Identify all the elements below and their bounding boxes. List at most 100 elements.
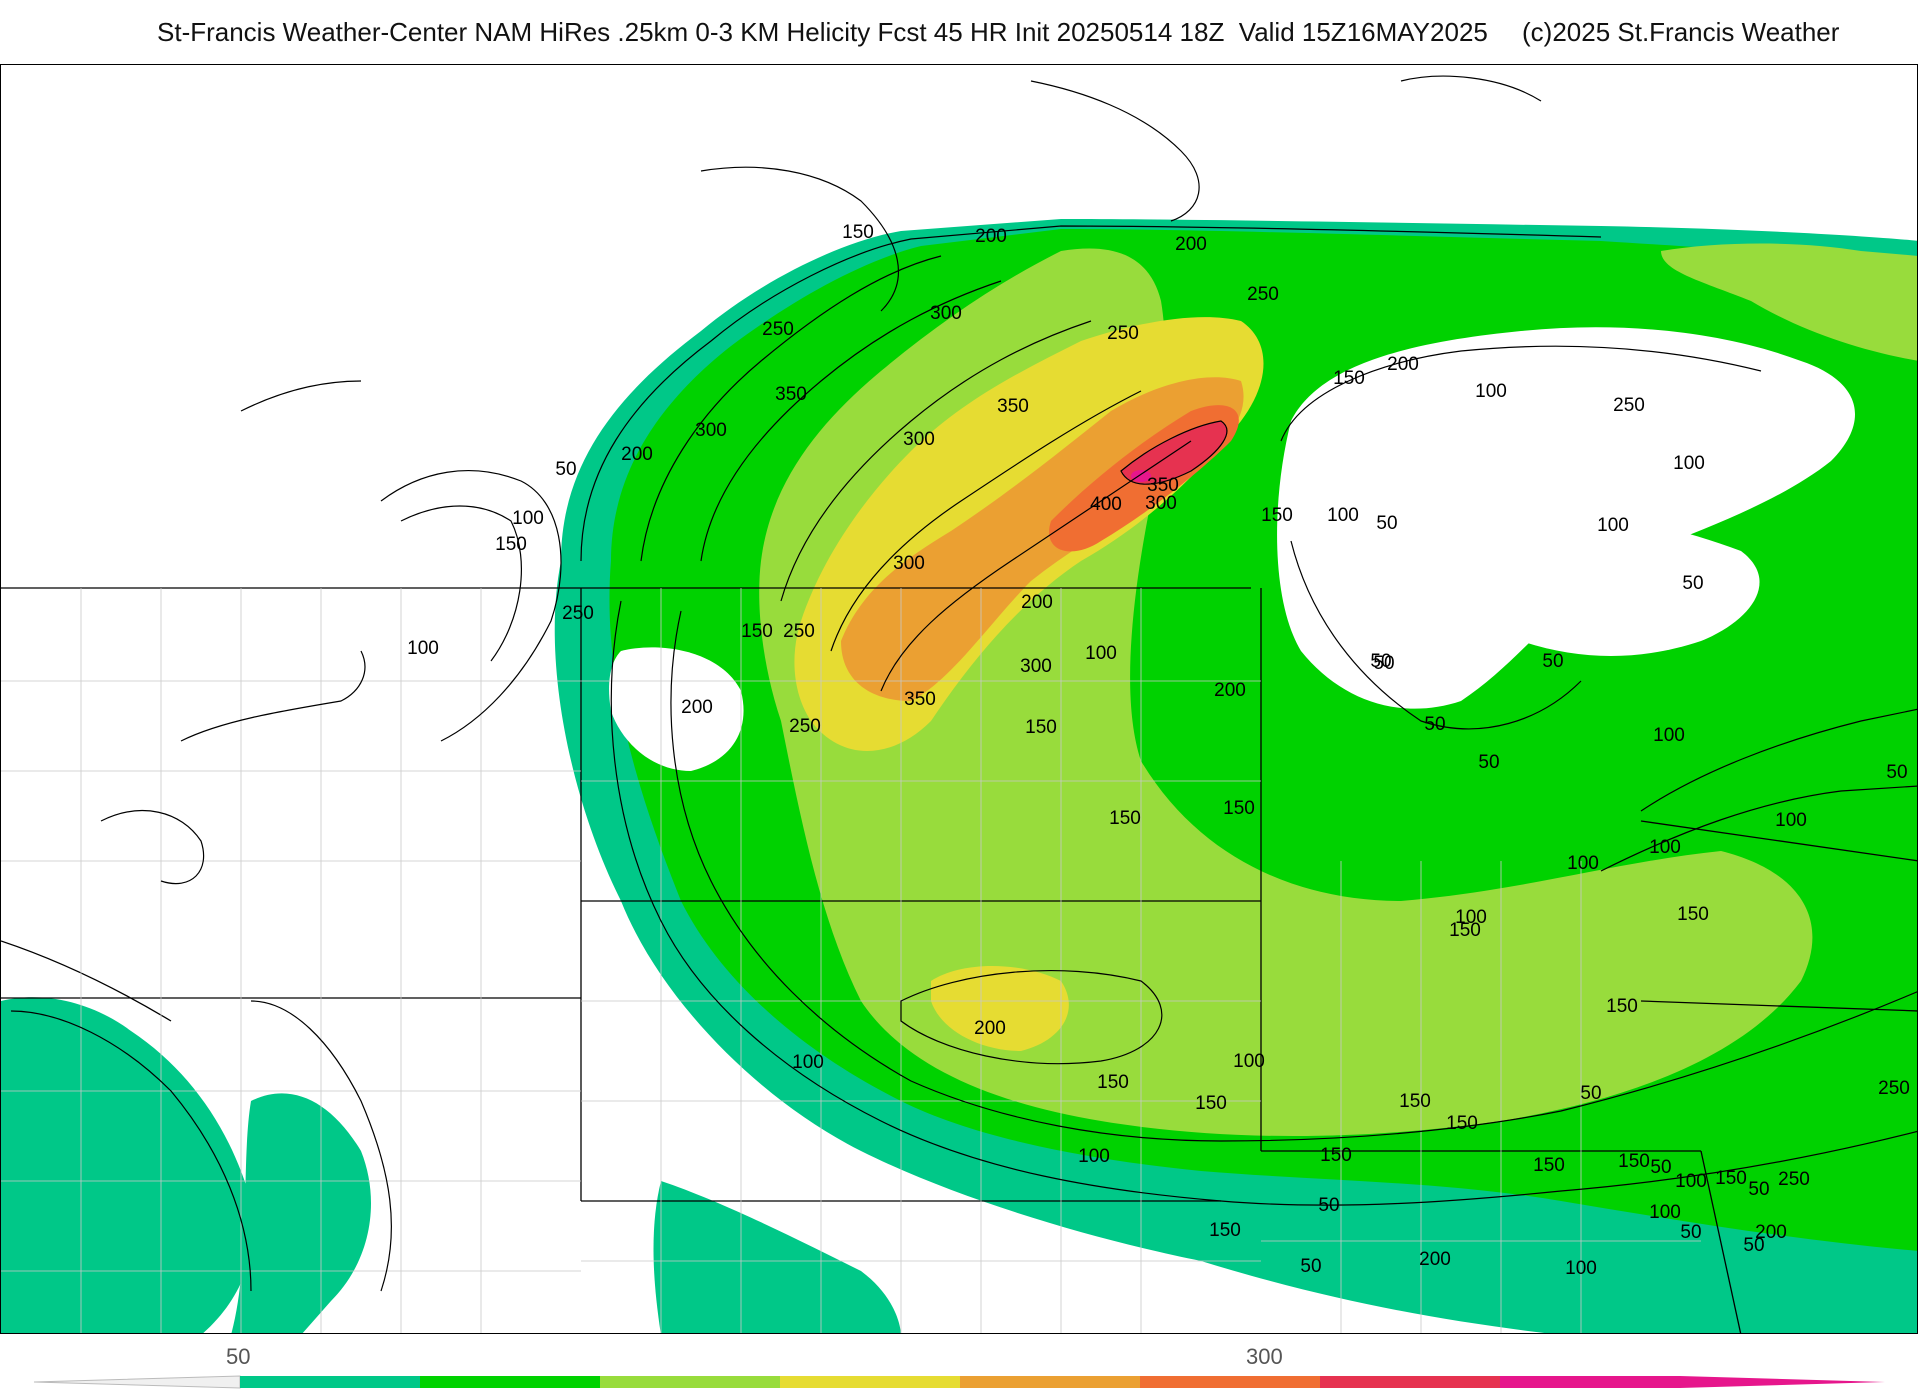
contour-label: 100 xyxy=(1649,837,1681,858)
contour-label: 50 xyxy=(1748,1179,1769,1200)
contour-label: 150 xyxy=(741,621,773,642)
contour-label: 150 xyxy=(1606,996,1638,1017)
contour-line xyxy=(700,280,1002,562)
boundary-line xyxy=(1640,820,1917,862)
contour-line xyxy=(610,600,1917,1206)
contour-label: 50 xyxy=(1682,573,1703,594)
contour-line xyxy=(250,1000,392,1292)
contour-label: 100 xyxy=(1085,643,1117,664)
contour-label: 100 xyxy=(1565,1258,1597,1279)
contour-label: 100 xyxy=(1675,1171,1707,1192)
contour-line xyxy=(1120,420,1228,485)
boundary-line xyxy=(1640,1000,1917,1012)
contour-label: 100 xyxy=(1673,453,1705,474)
contour-label: 50 xyxy=(1370,651,1391,672)
contour-label: 50 xyxy=(1373,653,1394,674)
contour-layer xyxy=(10,75,1917,1292)
contour-label: 100 xyxy=(1597,515,1629,536)
contour-label: 200 xyxy=(1419,1249,1451,1270)
contour-label: 250 xyxy=(1878,1078,1910,1099)
contour-label: 150 xyxy=(1320,1145,1352,1166)
contour-label: 300 xyxy=(695,420,727,441)
contour-label: 250 xyxy=(562,603,594,624)
colorbar-segment xyxy=(1500,1376,1681,1388)
contour-line xyxy=(1030,80,1200,222)
contour-label: 50 xyxy=(1478,752,1499,773)
contour-label: 200 xyxy=(681,697,713,718)
colorbar-left-arrow xyxy=(33,1375,241,1389)
contour-line xyxy=(830,390,1142,652)
helicity-band-50-south xyxy=(653,1181,901,1333)
contour-label: 300 xyxy=(930,303,962,324)
contour-label: 100 xyxy=(1475,381,1507,402)
contour-label: 50 xyxy=(1542,651,1563,672)
contour-line xyxy=(700,166,899,312)
map-title-bar: St-Francis Weather-Center NAM HiRes .25k… xyxy=(0,0,1920,64)
contour-label: 150 xyxy=(1109,808,1141,829)
contour-label: 100 xyxy=(1653,725,1685,746)
contour-label: 100 xyxy=(1455,907,1487,928)
colorbar-tick-label: 300 xyxy=(1246,1344,1283,1369)
contour-line xyxy=(180,650,366,742)
contour-label: 150 xyxy=(1025,717,1057,738)
contour-label: 100 xyxy=(1327,505,1359,526)
contour-label: 250 xyxy=(1613,395,1645,416)
colorbar-segment xyxy=(780,1376,961,1388)
contour-label: 250 xyxy=(1247,284,1279,305)
contour-label: 200 xyxy=(974,1018,1006,1039)
colorbar-segment xyxy=(240,1376,421,1388)
contour-label: 250 xyxy=(783,621,815,642)
colorbar-scale xyxy=(33,1375,1885,1389)
contour-line xyxy=(880,440,1192,692)
contour-label: 150 xyxy=(495,534,527,555)
contour-label: 250 xyxy=(1778,1169,1810,1190)
colorbar-right-arrow xyxy=(1680,1376,1885,1388)
contour-label: 100 xyxy=(1775,810,1807,831)
contour-label: 200 xyxy=(1214,680,1246,701)
contour-line xyxy=(780,320,1092,602)
contour-label: 150 xyxy=(1097,1072,1129,1093)
colorbar-segments xyxy=(240,1376,1681,1388)
contour-label: 150 xyxy=(1715,1168,1747,1189)
helicity-band-150-east xyxy=(1661,243,1917,361)
contour-label: 200 xyxy=(621,444,653,465)
contour-label: 200 xyxy=(1755,1222,1787,1243)
helicity-band-50-southwest xyxy=(1,997,254,1333)
contour-label: 50 xyxy=(1376,513,1397,534)
contour-label: 350 xyxy=(775,384,807,405)
contour-label: 150 xyxy=(1446,1113,1478,1134)
contour-label: 50 xyxy=(1886,762,1907,783)
contour-line xyxy=(1400,75,1542,102)
contour-label: 150 xyxy=(1677,904,1709,925)
contour-label: 200 xyxy=(1021,592,1053,613)
contour-label: 400 xyxy=(1090,494,1122,515)
helicity-map: 150 200 200 300 250 250 250 150 200 350 350 300 300 5… xyxy=(1,75,1917,1333)
contour-line xyxy=(1640,708,1917,812)
contour-line xyxy=(640,255,942,562)
contour-label: 300 xyxy=(903,429,935,450)
contour-label: 100 xyxy=(1078,1146,1110,1167)
contour-label: 100 xyxy=(792,1052,824,1073)
white-gap-north xyxy=(1466,512,1760,656)
contour-label: 350 xyxy=(1147,475,1179,496)
contour-label: 50 xyxy=(555,459,576,480)
contour-label: 50 xyxy=(1424,714,1445,735)
contour-label: 50 xyxy=(1650,1157,1671,1178)
colorbar-segment xyxy=(1320,1376,1501,1388)
contour-label: 50 xyxy=(1680,1222,1701,1243)
contour-label: 100 xyxy=(512,508,544,529)
contour-label: 350 xyxy=(997,396,1029,417)
contour-label: 150 xyxy=(1618,1151,1650,1172)
contour-label: 150 xyxy=(1223,798,1255,819)
contour-line xyxy=(400,505,522,662)
contour-line xyxy=(240,380,362,412)
contour-line xyxy=(1600,785,1917,872)
colorbar-segment xyxy=(960,1376,1141,1388)
boundary-line xyxy=(1700,1150,1742,1333)
contour-label: 50 xyxy=(1300,1256,1321,1277)
map-title: St-Francis Weather-Center NAM HiRes .25k… xyxy=(157,17,1488,47)
white-gap-west xyxy=(609,647,744,771)
contour-label: 100 xyxy=(1649,1202,1681,1223)
contour-label: 150 xyxy=(1399,1091,1431,1112)
contour-label: 50 xyxy=(1743,1235,1764,1256)
